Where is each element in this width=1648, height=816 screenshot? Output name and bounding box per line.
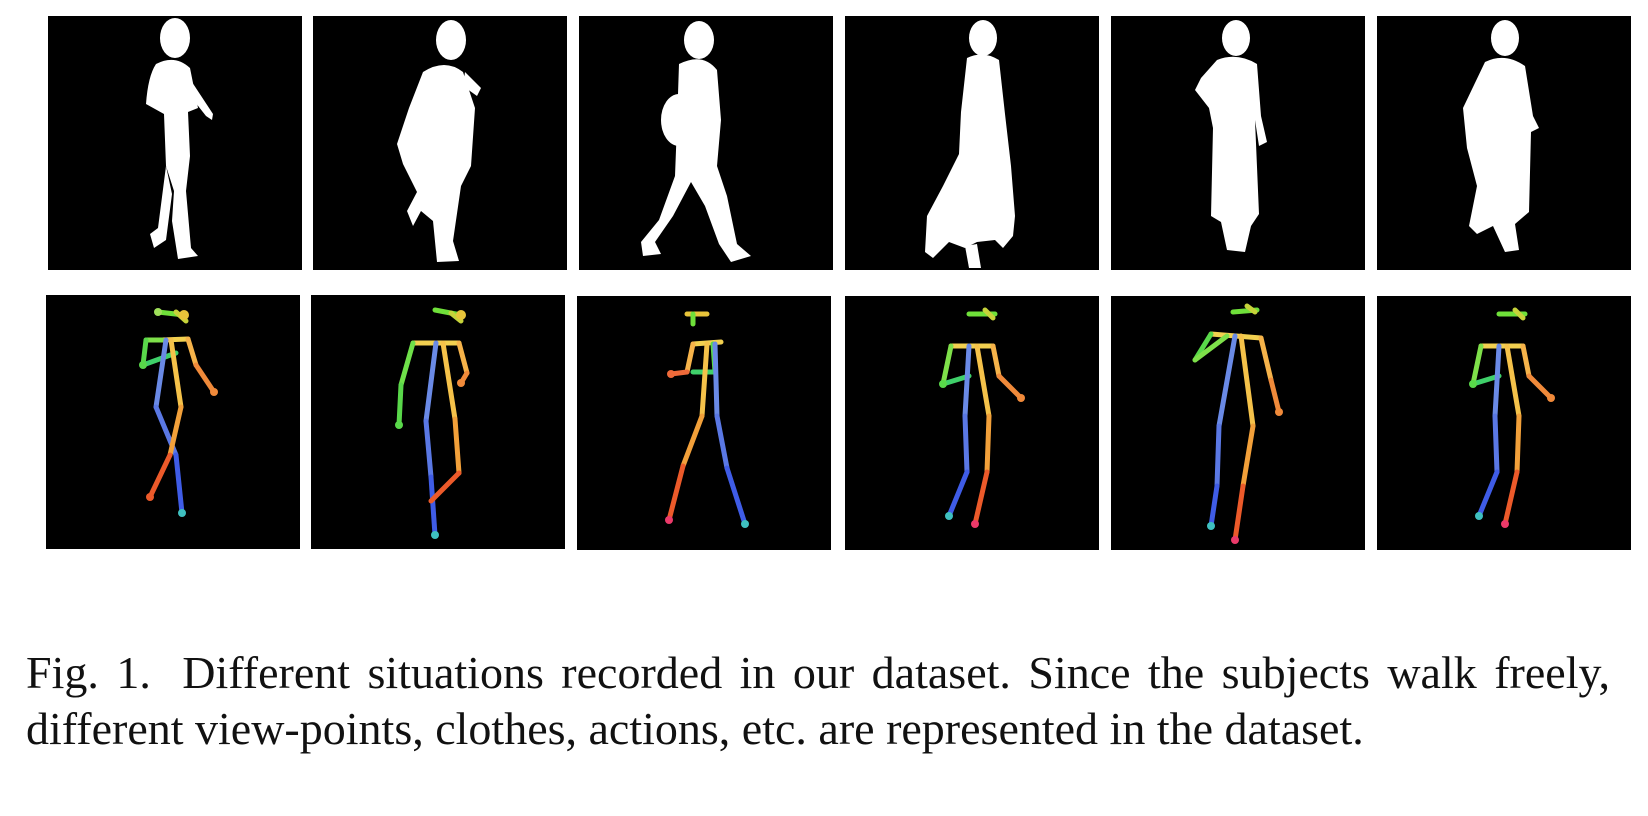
- silhouette-panel-3: [579, 16, 833, 270]
- skeleton-figure: [139, 308, 218, 517]
- silhouette-figure: [146, 18, 213, 260]
- skeleton-panel-5: [1111, 296, 1365, 550]
- skeleton-panel-2: [311, 295, 565, 549]
- skeleton-figure: [1469, 307, 1555, 528]
- skeleton-figure: [939, 307, 1025, 528]
- figure-label: Fig. 1.: [26, 647, 151, 698]
- silhouette-figure: [925, 20, 1015, 268]
- skeleton-panel-4: [845, 296, 1099, 550]
- skeleton-figure: [665, 311, 749, 528]
- silhouette-panel-5: [1111, 16, 1365, 270]
- silhouette-panel-1: [48, 16, 302, 270]
- silhouette-figure: [1195, 20, 1267, 252]
- skeleton-figure: [395, 307, 470, 539]
- skeleton-figure: [1192, 303, 1283, 544]
- silhouette-panel-6: [1377, 16, 1631, 270]
- skeleton-panel-6: [1377, 296, 1631, 550]
- silhouette-figure: [397, 20, 481, 262]
- silhouette-figure: [641, 21, 751, 263]
- caption-text: Different situations recorded in our dat…: [26, 647, 1610, 754]
- silhouette-figure: [1463, 20, 1539, 253]
- skeleton-panel-1: [46, 295, 300, 549]
- skeleton-panel-3: [577, 296, 831, 550]
- silhouette-panel-2: [313, 16, 567, 270]
- figure-caption: Fig. 1. Different situations recorded in…: [26, 645, 1610, 757]
- silhouette-panel-4: [845, 16, 1099, 270]
